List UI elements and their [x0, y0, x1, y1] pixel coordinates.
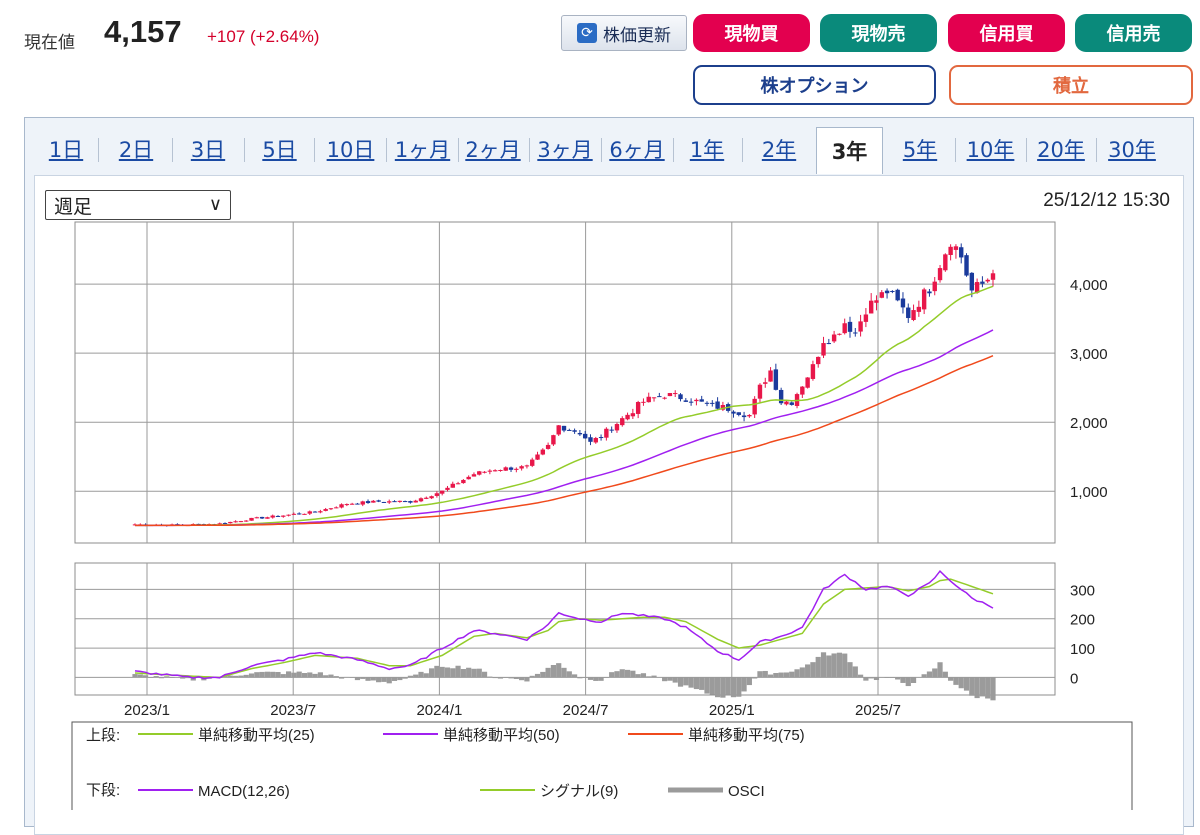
refresh-label: 株価更新 [603, 25, 671, 46]
stock-option-button[interactable]: 株オプション [693, 65, 936, 105]
period-select[interactable]: 週足 ∨ [45, 190, 231, 220]
spot-buy-button[interactable]: 現物買 [693, 14, 810, 52]
tab-15[interactable]: 30年 [1108, 138, 1156, 162]
tab-14[interactable]: 20年 [1037, 138, 1085, 162]
spot-sell-button[interactable]: 現物売 [820, 14, 937, 52]
price-label: 現在値 [24, 33, 75, 53]
price-value: 4,157 [104, 14, 182, 49]
tab-4[interactable]: 10日 [326, 138, 375, 162]
tab-separator [1025, 138, 1027, 162]
refresh-icon: ⟳ [577, 23, 597, 43]
tab-separator [601, 138, 602, 162]
tab-separator [742, 138, 743, 162]
margin-buy-button[interactable]: 信用買 [948, 14, 1065, 52]
chart-area [34, 175, 1184, 835]
tab-0[interactable]: 1日 [48, 138, 84, 162]
refresh-price-button[interactable]: ⟳ 株価更新 [561, 15, 687, 51]
tab-separator [98, 138, 99, 162]
tab-6[interactable]: 2ヶ月 [465, 138, 521, 162]
tab-8[interactable]: 6ヶ月 [609, 138, 665, 162]
margin-sell-button[interactable]: 信用売 [1075, 14, 1192, 52]
tab-5[interactable]: 1ヶ月 [394, 138, 451, 162]
tab-separator [458, 138, 459, 162]
tab-3[interactable]: 5日 [262, 138, 297, 162]
tab-10[interactable]: 2年 [761, 138, 797, 162]
tab-separator [673, 138, 674, 162]
price-change: +107 (+2.64%) [207, 27, 320, 46]
tab-separator [1096, 138, 1097, 162]
tab-separator [529, 138, 530, 162]
timestamp: 25/12/12 15:30 [1043, 190, 1170, 211]
tab-separator [171, 138, 173, 162]
tab-1[interactable]: 2日 [118, 138, 154, 162]
tab-separator [954, 138, 956, 162]
tab-7[interactable]: 3ヶ月 [537, 138, 593, 162]
tab-2[interactable]: 3日 [190, 138, 226, 162]
tab-separator [313, 138, 315, 162]
tab-13[interactable]: 10年 [966, 138, 1015, 162]
period-select-value: 週足 [54, 195, 93, 218]
tab-11[interactable]: 3年 [816, 127, 883, 174]
chart-panel: 1日 2日 3日 5日 10日 1ヶ月 2ヶ月 3ヶ月 6ヶ月 1年 2年 3年 5年 10年 20年 30年 [24, 117, 1194, 835]
chevron-down-icon: ∨ [208, 194, 222, 215]
tab-9[interactable]: 1年 [689, 138, 725, 162]
tab-12[interactable]: 5年 [902, 138, 938, 162]
tab-separator [243, 138, 245, 162]
tab-separator [386, 138, 387, 162]
tsumitate-button[interactable]: 積立 [949, 65, 1193, 105]
